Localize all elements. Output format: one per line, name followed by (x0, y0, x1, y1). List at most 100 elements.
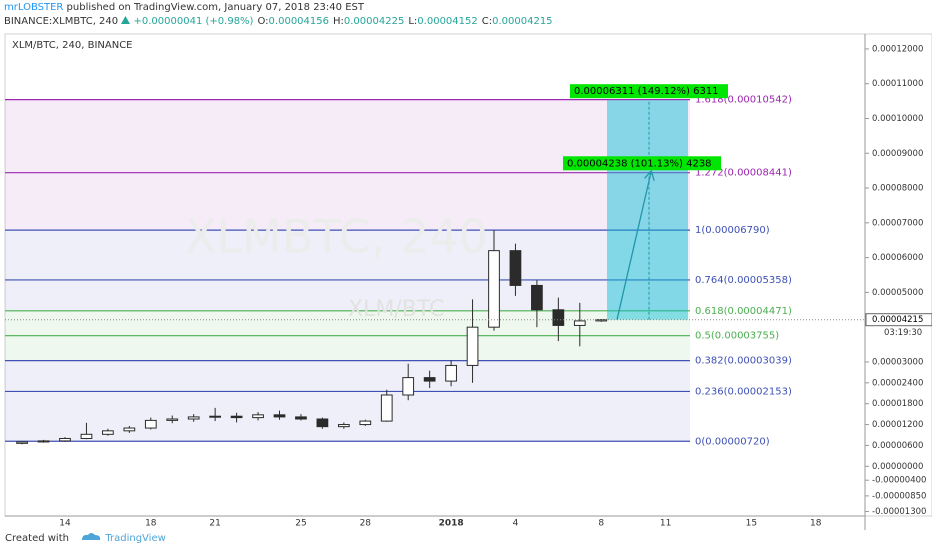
candle-body (337, 424, 350, 428)
candle-body (102, 430, 114, 435)
candle-body (80, 433, 93, 439)
watermark: XLMBTC, 240 (185, 210, 488, 264)
candle-body (445, 364, 457, 382)
candle-body (166, 418, 179, 421)
y-tick-label: 0.00006000 (872, 253, 923, 263)
y-tick-label: 0.00008000 (872, 184, 923, 194)
candle-body (144, 419, 157, 429)
y-tick-label: 0.00002400 (872, 378, 923, 388)
fib-label: 0.382(0.00003039) (695, 356, 792, 367)
symbol: BINANCE:XLMBTC, 240 (4, 16, 119, 27)
last-price-bg (865, 313, 932, 327)
y-tick-label: 0.00001800 (872, 399, 923, 409)
y-tick-label: 0.00012000 (872, 44, 923, 54)
fib-label: 1.272(0.00008441) (695, 168, 792, 179)
candle-body (123, 427, 136, 432)
created-with: Created with (5, 533, 69, 544)
fib-label: 0.618(0.00004471) (695, 306, 792, 317)
x-tick-label: 4 (513, 519, 519, 529)
candle-body (423, 377, 436, 382)
y-tick-label: 0.00011000 (872, 79, 923, 89)
x-tick-label: 18 (810, 519, 822, 529)
ohlc-label: H: (333, 16, 344, 27)
x-tick-label: 18 (145, 519, 157, 529)
fib-band (5, 335, 690, 361)
x-tick-label: 25 (295, 519, 306, 529)
candle-body (209, 415, 222, 418)
candle-body (509, 250, 522, 286)
candle-body (16, 441, 28, 444)
y-tick-label: 0.00003000 (872, 357, 923, 367)
fib-band (5, 360, 690, 392)
y-tick-label: -0.00000400 (872, 476, 926, 486)
ohlc-label: C: (481, 16, 493, 27)
last-price: 0.00004215 (872, 315, 923, 325)
fib-label: 0.764(0.00005358) (695, 275, 792, 286)
fib-label: 1.618(0.00010542) (695, 95, 792, 106)
x-tick-label: 21 (209, 519, 220, 529)
x-tick-label: 15 (746, 519, 757, 529)
x-tick-label: 8 (598, 519, 604, 529)
ohlc-value: 0.00004152 (417, 16, 478, 27)
x-tick-label: 14 (59, 519, 71, 529)
candle-body (466, 326, 479, 366)
candle-body (252, 414, 264, 419)
x-tick-label: 2018 (439, 519, 464, 529)
candle-body (273, 414, 286, 418)
candle-body (573, 320, 586, 326)
candle-body (59, 437, 71, 442)
fib-band (5, 230, 690, 280)
brand[interactable]: TradingView (105, 533, 166, 544)
countdown: 03:19:30 (884, 328, 922, 338)
symbol-bar: BINANCE:XLMBTC, 240 +0.00000041 (+0.98%)… (4, 16, 553, 27)
candle-body (380, 394, 393, 422)
target-tag: 0.00004238 (101.13%) 4238 (567, 158, 712, 169)
candle-body (531, 284, 543, 311)
target-tag-bg (563, 156, 721, 171)
change: +0.00000041 (+0.98%) (133, 16, 254, 27)
candle-body (295, 416, 307, 420)
footer: Created with TradingView (5, 531, 166, 544)
fib-label: 0.5(0.00003755) (695, 331, 779, 342)
x-tick-label: 11 (660, 519, 671, 529)
ohlc-label: O: (257, 16, 269, 27)
candle-body (230, 415, 243, 419)
y-tick-label: -0.00001300 (872, 507, 926, 517)
ohlc-value: 0.00004156 (268, 16, 329, 27)
y-tick-label: 0.00009000 (872, 149, 923, 159)
y-tick-label: 0.00010000 (872, 114, 923, 124)
candle-body (359, 420, 372, 426)
target-tag: 0.00006311 (149.12%) 6311 (574, 86, 719, 97)
y-tick-label: 0.00007000 (872, 218, 923, 228)
y-tick-label: 0.00000000 (872, 462, 923, 472)
logo (82, 533, 101, 540)
fib-label: 0(0.00000720) (695, 436, 770, 447)
candle-body (595, 319, 608, 322)
y-tick-label: 0.00000600 (872, 441, 923, 451)
candle-body (316, 418, 329, 428)
fib-band (5, 279, 690, 311)
ohlc-value: 0.00004225 (343, 16, 405, 27)
ohlc-label: L: (408, 16, 418, 27)
candle-body (488, 250, 500, 328)
candle-body (552, 309, 565, 326)
candle-body (37, 440, 50, 443)
publish-line: mrLOBSTER published on TradingView.com, … (4, 2, 364, 13)
watermark-sub: XLM/BTC (348, 297, 444, 322)
published: published on TradingView.com, January 07… (66, 2, 364, 13)
fib-band (5, 172, 690, 231)
ohlc-value: 0.00004215 (492, 16, 553, 27)
y-tick-label: 0.00001200 (872, 420, 923, 430)
position-box (607, 100, 688, 320)
author[interactable]: mrLOBSTER (4, 2, 64, 13)
target-arrow (616, 172, 651, 320)
fib-label: 0.236(0.00002153) (695, 386, 792, 397)
x-tick-label: 28 (360, 519, 372, 529)
chart-title: XLM/BTC, 240, BINANCE (12, 40, 133, 51)
y-tick-label: -0.00000850 (872, 491, 926, 501)
fib-label: 1(0.00006790) (695, 225, 770, 236)
up-arrow (121, 16, 131, 24)
target-tag-bg (570, 84, 728, 99)
candle-body (402, 377, 415, 396)
